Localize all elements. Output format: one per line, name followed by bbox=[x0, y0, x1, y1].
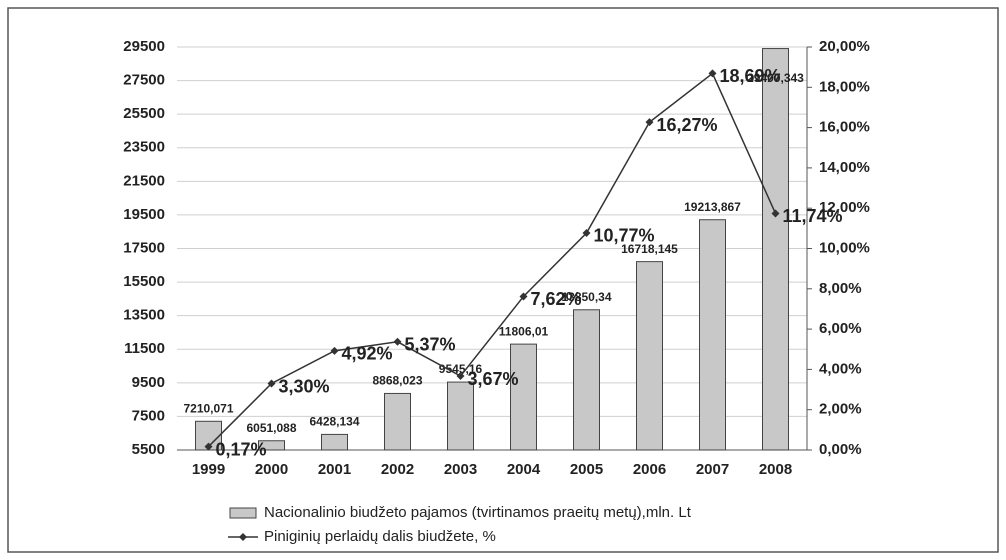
bar bbox=[321, 433, 348, 451]
bar-value-label: 16718,145 bbox=[621, 242, 678, 256]
bar-value-label: 29407,343 bbox=[747, 71, 804, 85]
legend-label: Nacionalinio biudžeto pajamos (tvirtinam… bbox=[264, 504, 692, 521]
line-value-label: 10,77% bbox=[594, 226, 655, 246]
bar-value-label: 6428,134 bbox=[309, 415, 359, 429]
line-marker bbox=[645, 118, 654, 127]
chart-frame bbox=[7, 7, 999, 553]
y-tick-label: 7500 bbox=[132, 407, 165, 424]
bar-value-label: 11806,01 bbox=[499, 324, 549, 338]
bar bbox=[258, 440, 285, 451]
bar-value-label: 8868,023 bbox=[372, 374, 422, 388]
line bbox=[207, 72, 777, 448]
y2-tick-label: 18,00% bbox=[819, 78, 870, 95]
line-value-label: 5,37% bbox=[405, 335, 456, 355]
bar bbox=[762, 48, 789, 451]
x-tick-label: 2002 bbox=[381, 461, 414, 478]
line-marker bbox=[708, 69, 717, 78]
y-tick-label: 11500 bbox=[124, 340, 165, 357]
y2-tick-label: 0,00% bbox=[819, 441, 862, 458]
y-tick-label: 15500 bbox=[123, 273, 165, 290]
bar-value-label: 7210,071 bbox=[183, 401, 233, 415]
x-tick-label: 2001 bbox=[318, 461, 351, 478]
y2-tick-label: 16,00% bbox=[819, 119, 870, 136]
y2-tick-label: 20,00% bbox=[819, 38, 870, 55]
line-value-label: 7,62% bbox=[531, 289, 582, 309]
bar bbox=[447, 381, 474, 451]
y-tick-label: 27500 bbox=[123, 72, 165, 89]
y2-tick-label: 12,00% bbox=[819, 199, 870, 216]
bar-value-label: 19213,867 bbox=[684, 200, 741, 214]
y-tick-label: 25500 bbox=[123, 105, 165, 122]
line-marker bbox=[330, 346, 339, 355]
line-marker bbox=[267, 379, 276, 388]
legend-swatch-marker bbox=[239, 533, 247, 541]
x-tick-label: 1999 bbox=[192, 461, 225, 478]
y-tick-label: 21500 bbox=[123, 172, 165, 189]
line-value-label: 16,27% bbox=[657, 115, 718, 135]
y-tick-label: 5500 bbox=[132, 441, 165, 458]
line-value-label: 18,69% bbox=[720, 66, 781, 86]
line-value-label: 3,30% bbox=[279, 376, 330, 396]
line-value-label: 11,74% bbox=[783, 206, 843, 226]
line-marker bbox=[519, 292, 528, 301]
x-tick-label: 2004 bbox=[507, 461, 541, 478]
bar bbox=[510, 343, 537, 451]
line-marker bbox=[393, 337, 402, 346]
x-tick-label: 2006 bbox=[633, 461, 666, 478]
legend-label: Piniginių perlaidų dalis biudžete, % bbox=[264, 528, 496, 545]
bar bbox=[699, 219, 726, 451]
line-value-label: 3,67% bbox=[468, 369, 519, 389]
x-tick-label: 2007 bbox=[696, 461, 729, 478]
y2-tick-label: 2,00% bbox=[819, 401, 862, 418]
y-tick-label: 23500 bbox=[123, 139, 165, 156]
y-tick-label: 17500 bbox=[123, 239, 165, 256]
y2-tick-label: 10,00% bbox=[819, 239, 870, 256]
y-tick-label: 29500 bbox=[123, 38, 165, 55]
y2-tick-label: 6,00% bbox=[819, 320, 862, 337]
line-value-label: 0,17% bbox=[216, 439, 267, 459]
bar bbox=[573, 309, 600, 451]
y-tick-label: 19500 bbox=[123, 206, 165, 223]
line-marker bbox=[204, 442, 213, 451]
line-marker bbox=[456, 372, 465, 381]
y2-tick-label: 14,00% bbox=[819, 159, 870, 176]
x-tick-label: 2008 bbox=[759, 461, 792, 478]
line-marker bbox=[771, 209, 780, 218]
bar bbox=[384, 392, 411, 451]
x-tick-label: 2000 bbox=[255, 461, 288, 478]
line-value-label: 4,92% bbox=[342, 344, 393, 364]
x-tick-label: 2003 bbox=[444, 461, 477, 478]
line-marker bbox=[582, 228, 591, 237]
y2-tick-label: 4,00% bbox=[819, 360, 862, 377]
bar-value-label: 9545,16 bbox=[439, 362, 483, 376]
y-tick-label: 13500 bbox=[123, 307, 165, 324]
x-tick-label: 2005 bbox=[570, 461, 603, 478]
bar-value-label: 6051,088 bbox=[246, 421, 296, 435]
y2-tick-label: 8,00% bbox=[819, 280, 862, 297]
bar-value-label: 13850,34 bbox=[561, 290, 611, 304]
bar bbox=[636, 261, 663, 451]
y-tick-label: 9500 bbox=[132, 374, 165, 391]
legend-swatch bbox=[229, 507, 257, 519]
